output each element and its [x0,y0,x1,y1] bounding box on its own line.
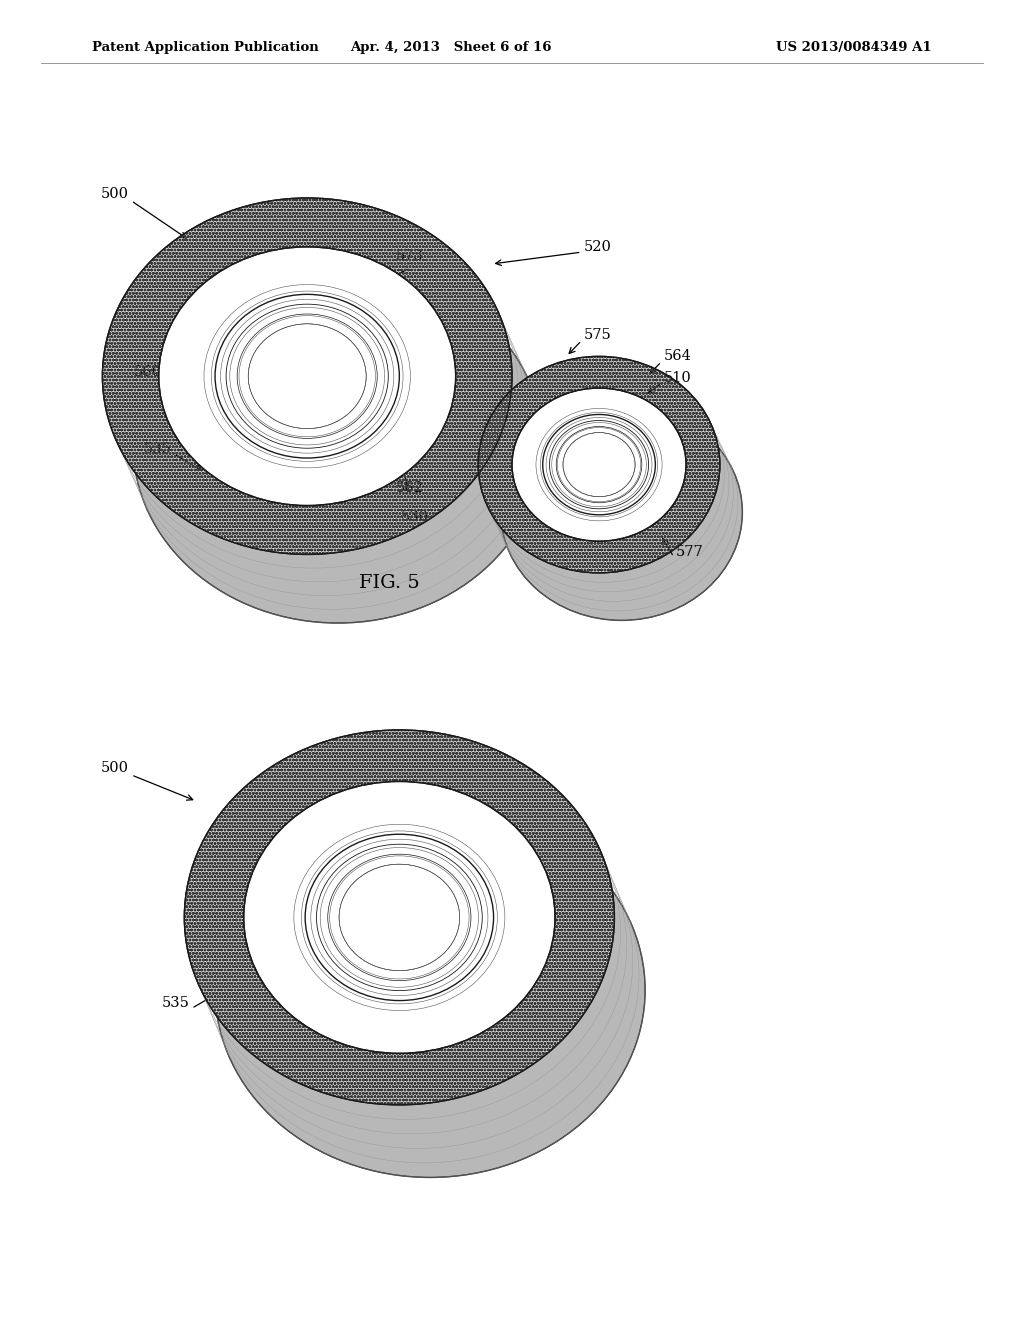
Ellipse shape [543,414,655,515]
Ellipse shape [238,314,377,438]
Text: 570: 570 [362,286,391,300]
Text: 577: 577 [548,973,575,986]
Text: 500: 500 [100,762,129,775]
Ellipse shape [339,865,460,970]
Ellipse shape [331,903,529,1077]
Ellipse shape [184,730,614,1105]
Ellipse shape [159,247,456,506]
Ellipse shape [226,304,388,449]
Text: 566: 566 [558,469,586,482]
Text: 500: 500 [100,187,129,201]
Ellipse shape [215,803,645,1177]
Ellipse shape [501,404,742,620]
Text: Patent Application Publication: Patent Application Publication [92,41,318,54]
Ellipse shape [512,388,686,541]
Ellipse shape [133,267,543,623]
Text: 535: 535 [162,997,189,1010]
Ellipse shape [562,459,681,565]
Text: 573: 573 [395,249,424,263]
Ellipse shape [102,198,512,554]
Ellipse shape [248,323,367,429]
Ellipse shape [563,433,635,496]
Text: FIG. 5: FIG. 5 [358,574,420,593]
Text: FIG. 6: FIG. 6 [358,1148,420,1167]
Ellipse shape [316,845,482,990]
Text: 520: 520 [584,240,611,253]
Text: Apr. 4, 2013   Sheet 6 of 16: Apr. 4, 2013 Sheet 6 of 16 [350,41,551,54]
Ellipse shape [550,421,648,508]
Text: 510: 510 [664,371,691,384]
Ellipse shape [241,359,434,531]
Ellipse shape [244,781,555,1053]
Text: 530: 530 [400,511,429,524]
Text: 577: 577 [676,545,703,558]
Text: 570: 570 [395,851,424,865]
Ellipse shape [215,294,399,458]
Ellipse shape [556,426,642,503]
Text: 575: 575 [584,329,611,342]
Text: 564: 564 [664,350,691,363]
Text: 562: 562 [395,482,424,495]
Text: US 2013/0084349 A1: US 2013/0084349 A1 [776,41,932,54]
Text: 535: 535 [144,442,172,455]
Ellipse shape [478,356,720,573]
Text: 560: 560 [134,366,162,379]
Text: 573: 573 [426,814,455,828]
Ellipse shape [305,834,494,1001]
Ellipse shape [328,854,471,981]
